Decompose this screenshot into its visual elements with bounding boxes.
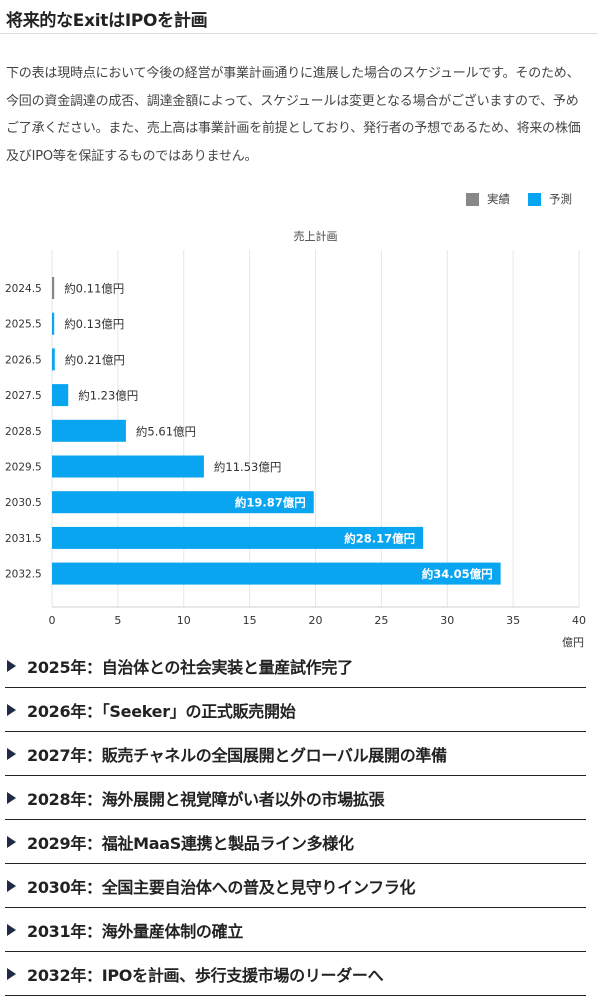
expand-triangle-icon — [7, 967, 16, 980]
expand-triangle-icon — [7, 659, 16, 672]
milestone-title: 2025年：自治体との社会実装と量産試作完了 — [27, 657, 353, 677]
milestone-item[interactable]: 2031年：海外量産体制の確立 — [5, 908, 586, 952]
milestone-item[interactable]: 2028年：海外展開と視覚障がい者以外の市場拡張 — [5, 776, 586, 820]
data-label: 約34.05億円 — [422, 567, 493, 581]
milestone-item[interactable]: 2025年：自治体との社会実装と量産試作完了 — [5, 644, 586, 688]
legend-label-forecast: 予測 — [549, 192, 572, 206]
milestone-title: 2032年：IPOを計画、歩行支援市場のリーダーへ — [27, 965, 384, 985]
milestone-item[interactable]: 2026年：「Seeker」の正式販売開始 — [5, 688, 586, 732]
disclaimer-text: 下の表は現時点において今後の経営が事業計画通りに進展した場合のスケジュールです。… — [6, 66, 581, 164]
data-label: 約28.17億円 — [344, 531, 415, 545]
expand-triangle-icon — [7, 879, 16, 892]
category-label: 2031.5 — [5, 533, 42, 545]
expand-triangle-icon — [7, 835, 16, 848]
milestone-item[interactable]: 2032年：IPOを計画、歩行支援市場のリーダーへ — [5, 952, 586, 996]
bar — [52, 384, 69, 407]
legend-swatch-forecast — [528, 192, 541, 206]
bar — [52, 562, 501, 585]
category-label: 2025.5 — [5, 319, 42, 331]
expand-triangle-icon — [7, 923, 16, 936]
milestone-item[interactable]: 2030年：全国主要自治体への普及と見守りインフラ化 — [5, 864, 586, 908]
milestone-title: 2029年：福祉MaaS連携と製品ライン多様化 — [27, 833, 354, 853]
milestone-title: 2026年：「Seeker」の正式販売開始 — [27, 701, 296, 721]
legend-label-actual: 実績 — [487, 192, 510, 206]
bar — [52, 491, 314, 514]
data-label: 約1.23億円 — [78, 389, 138, 403]
x-tick-label: 30 — [440, 614, 454, 627]
expand-triangle-icon — [7, 703, 16, 716]
data-label: 約19.87億円 — [235, 496, 306, 510]
milestone-title: 2030年：全国主要自治体への普及と見守りインフラ化 — [27, 877, 416, 897]
category-label: 2032.5 — [5, 569, 42, 581]
milestone-item[interactable]: 2027年：販売チャネルの全国展開とグローバル展開の準備 — [5, 732, 586, 776]
category-label: 2026.5 — [5, 354, 42, 366]
category-label: 2024.5 — [5, 283, 42, 295]
chart-title: 売上計画 — [294, 229, 338, 243]
bar — [52, 277, 55, 299]
data-label: 約5.61億円 — [136, 424, 196, 438]
x-unit-label: 億円 — [562, 636, 584, 649]
category-label: 2027.5 — [5, 390, 42, 402]
milestone-accordion: 2025年：自治体との社会実装と量産試作完了 2026年：「Seeker」の正式販… — [0, 644, 598, 996]
x-tick-label: 25 — [374, 614, 388, 627]
x-tick-label: 0 — [49, 614, 56, 627]
x-tick-label: 5 — [114, 614, 121, 627]
x-tick-label: 35 — [506, 614, 520, 627]
section-heading: 将来的なExitはIPOを計画 — [6, 11, 208, 31]
milestone-item[interactable]: 2029年：福祉MaaS連携と製品ライン多様化 — [5, 820, 586, 864]
milestone-title: 2031年：海外量産体制の確立 — [27, 921, 244, 941]
bar — [52, 526, 424, 549]
x-tick-label: 40 — [572, 614, 586, 627]
expand-triangle-icon — [7, 747, 16, 760]
milestone-title: 2027年：販売チャネルの全国展開とグローバル展開の準備 — [27, 745, 447, 765]
category-label: 2028.5 — [5, 426, 42, 438]
x-tick-label: 20 — [309, 614, 323, 627]
data-label: 約0.11億円 — [64, 282, 124, 296]
bar — [52, 455, 204, 478]
category-label: 2030.5 — [5, 497, 42, 509]
data-label: 約0.21億円 — [65, 353, 125, 367]
x-tick-label: 15 — [243, 614, 257, 627]
category-label: 2029.5 — [5, 462, 42, 474]
data-label: 約0.13億円 — [64, 317, 124, 331]
x-tick-label: 10 — [177, 614, 191, 627]
expand-triangle-icon — [7, 791, 16, 804]
sales-plan-chart: 売上計画 0 5 10 15 20 25 30 35 40 億円 2024.5 約0.11億円 2025.… — [5, 229, 586, 649]
data-label: 約11.53億円 — [214, 460, 281, 474]
legend-swatch-actual — [466, 192, 479, 206]
chart-legend: 実績 予測 — [466, 191, 572, 207]
bar — [52, 419, 126, 442]
milestone-title: 2028年：海外展開と視覚障がい者以外の市場拡張 — [27, 789, 385, 809]
bar — [52, 312, 55, 335]
heading-divider — [0, 33, 598, 34]
bar — [52, 348, 55, 371]
